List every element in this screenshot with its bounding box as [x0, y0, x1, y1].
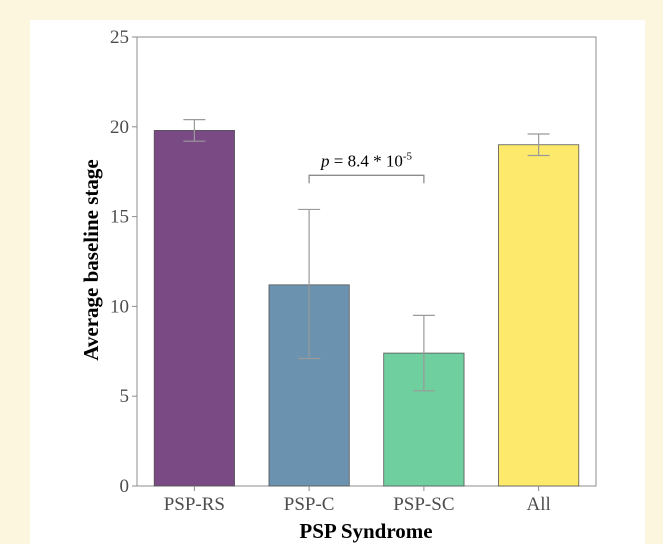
error-bar-psp-c — [298, 208, 321, 360]
y-tick-label: 25 — [110, 27, 129, 48]
y-tick-label: 20 — [110, 117, 129, 138]
x-tick-label-psp-c: PSP-C — [284, 494, 335, 515]
error-bar-psp-sc — [412, 314, 435, 392]
bar-chart: 0 5 10 15 20 25 PSP-RS PSP-C PSP-SC All p = 8.4 … — [79, 27, 597, 543]
p-symbol: p — [320, 151, 330, 170]
y-tick-label: 15 — [110, 207, 129, 228]
p-value-text: = 8.4 * 10 — [329, 151, 402, 170]
y-axis-title: Average baseline stage — [79, 159, 103, 360]
figure-panel: 0 5 10 15 20 25 PSP-RS PSP-C PSP-SC All p = 8.4 … — [30, 20, 645, 544]
x-tick-label-all: All — [526, 494, 550, 515]
y-tick-label: 10 — [110, 296, 129, 317]
plot-frame — [136, 36, 597, 487]
y-tick-label: 0 — [120, 476, 130, 497]
x-tick-label-psp-rs: PSP-RS — [164, 494, 225, 515]
y-axis-ticks: 0 5 10 15 20 25 — [110, 27, 137, 497]
y-tick-label: 5 — [120, 386, 130, 407]
bars-group — [153, 129, 580, 487]
x-tick-label-psp-sc: PSP-SC — [393, 494, 454, 515]
error-bar-all — [527, 133, 550, 157]
p-value-exponent: -5 — [403, 150, 413, 162]
significance-annotation: p = 8.4 * 10-5 — [308, 150, 425, 184]
x-axis-ticks: PSP-RS PSP-C PSP-SC All — [164, 486, 551, 515]
significance-bracket — [308, 174, 425, 184]
bar-psp-rs — [153, 129, 235, 487]
bar-all — [498, 144, 580, 487]
x-axis-title: PSP Syndrome — [299, 519, 432, 543]
error-bars-group — [183, 119, 550, 392]
error-bar-psp-rs — [183, 119, 206, 142]
plot-area — [136, 36, 597, 487]
p-value-label: p = 8.4 * 10-5 — [320, 150, 413, 170]
